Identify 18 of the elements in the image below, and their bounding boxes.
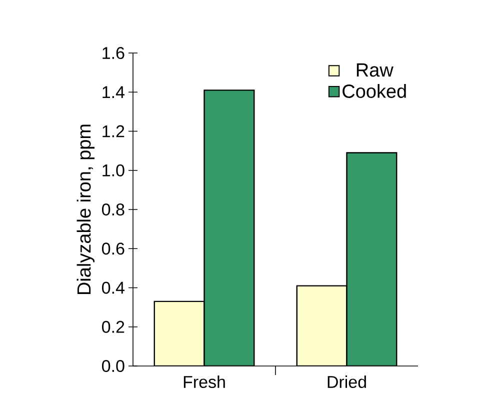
y-tick-label: 1.2 <box>102 125 124 138</box>
bar <box>346 152 398 366</box>
y-tick-label: 1.0 <box>102 164 124 176</box>
y-axis-title: Dialyzable iron, ppm <box>76 124 95 294</box>
bar <box>204 90 255 366</box>
legend-label: Cooked <box>342 84 406 98</box>
bar <box>296 285 348 366</box>
legend-label: Raw <box>356 63 394 77</box>
y-tick-label: 0.2 <box>102 320 124 333</box>
y-tick-label: 0.0 <box>102 360 124 372</box>
x-tick-label: Dried <box>328 376 366 388</box>
y-tick-label: 0.4 <box>102 282 124 294</box>
y-tick-label: 1.6 <box>102 46 124 60</box>
y-tick-label: 1.4 <box>102 86 124 98</box>
y-tick-label: 0.6 <box>102 242 124 255</box>
x-tick-label: Fresh <box>184 376 225 388</box>
y-tick-label: 0.8 <box>102 203 124 216</box>
bar <box>154 300 205 366</box>
